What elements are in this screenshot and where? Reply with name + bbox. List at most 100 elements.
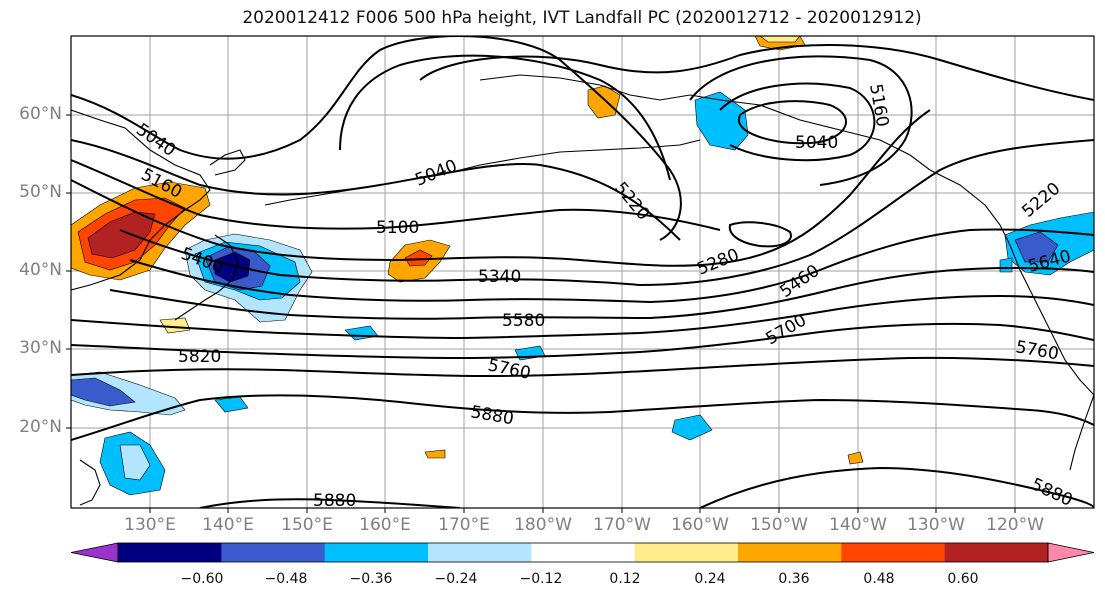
colorbar-tick-label: −0.48 xyxy=(264,571,308,587)
lat-label-20n: 20°N xyxy=(19,417,62,437)
height-contours xyxy=(71,36,1094,508)
ivt-shading xyxy=(71,36,1094,496)
lon-label: 180°W xyxy=(514,515,572,535)
lat-label-50n: 50°N xyxy=(19,182,62,202)
lon-label: 160°E xyxy=(359,515,411,535)
contour-label: 5460 xyxy=(776,261,823,302)
contour-label: 5220 xyxy=(1018,179,1064,222)
contour-line xyxy=(71,294,1094,340)
contour-label: 5880 xyxy=(313,491,356,511)
colorbar-bin xyxy=(221,543,326,562)
colorbar-bin xyxy=(428,543,532,562)
lon-label: 140°W xyxy=(829,515,887,535)
colorbar-tick-label: 0.36 xyxy=(778,571,810,587)
lon-label: 150°E xyxy=(281,515,333,535)
colorbar-tick-label: 0.12 xyxy=(609,571,641,587)
colorbar-tick-label: −0.60 xyxy=(180,571,224,587)
contour-line xyxy=(71,159,721,231)
lat-label-60n: 60°N xyxy=(19,104,62,124)
contour-label: 5880 xyxy=(1028,474,1076,510)
contour-label: 5580 xyxy=(502,311,545,331)
colorbar-bin xyxy=(841,543,946,562)
lon-label: 170°E xyxy=(438,515,490,535)
contour-line xyxy=(71,139,681,241)
ivt-cell xyxy=(344,325,379,341)
lon-label: 130°W xyxy=(907,515,965,535)
ivt-light-philippines xyxy=(119,444,151,481)
contour-line xyxy=(339,54,671,181)
colorbar-bin xyxy=(118,543,222,562)
contour-label: 5100 xyxy=(376,218,419,238)
contour-label: 5760 xyxy=(486,355,532,384)
contour-label: 5040 xyxy=(412,156,460,191)
contour-line xyxy=(71,109,931,267)
ivt-cell xyxy=(847,451,864,465)
coast-alaska xyxy=(479,74,1094,396)
colorbar-tick-label: 0.48 xyxy=(863,571,895,587)
contour-label: 5220 xyxy=(610,178,653,224)
colorbar-bin xyxy=(324,543,429,562)
contour-label: 5280 xyxy=(694,245,742,280)
colorbar-bin xyxy=(634,543,739,562)
contour-line xyxy=(71,36,682,241)
lon-label: 120°W xyxy=(986,515,1044,535)
colorbar xyxy=(70,542,1095,563)
ivt-mid-southwest xyxy=(71,377,136,407)
contour-label: 5340 xyxy=(478,267,521,287)
colorbar-tick-label: −0.24 xyxy=(434,571,478,587)
ivt-strong-california xyxy=(1014,231,1059,263)
colorbar-bin xyxy=(738,543,842,562)
colorbar-tick-label: −0.36 xyxy=(349,571,393,587)
map-title: 2020012412 F006 500 hPa height, IVT Land… xyxy=(242,8,922,28)
coast-philippines xyxy=(79,459,101,506)
contour-label: 5880 xyxy=(469,402,515,429)
colorbar-bin xyxy=(531,543,636,562)
ivt-cell xyxy=(759,36,801,43)
colorbar-extend-high xyxy=(1047,542,1095,563)
ivt-cell xyxy=(671,414,713,441)
contour-line xyxy=(71,356,1094,378)
colorbar-tick-label: −0.12 xyxy=(519,571,563,587)
contour-line xyxy=(109,266,1094,320)
lon-label: 140°E xyxy=(202,515,254,535)
contour-line xyxy=(689,55,913,186)
coast-mexico xyxy=(1069,394,1094,471)
map-frame xyxy=(70,35,1095,509)
lat-label-40n: 40°N xyxy=(19,260,62,280)
ivt-cell xyxy=(214,396,249,413)
colorbar-tick-label: 0.24 xyxy=(694,571,726,587)
contour-label: 5160 xyxy=(865,82,892,128)
contour-line xyxy=(699,466,1094,508)
contour-line xyxy=(129,228,1094,304)
contour-line xyxy=(71,322,1094,360)
ivt-cell xyxy=(999,257,1013,273)
contour-line xyxy=(728,221,792,248)
lon-label: 160°W xyxy=(671,515,729,535)
ivt-negative-gulf xyxy=(694,91,749,151)
colorbar-bin xyxy=(944,543,1049,562)
colorbar-outline xyxy=(117,542,1049,563)
contour-label: 5040 xyxy=(132,120,179,161)
coast-kamchatka xyxy=(209,149,246,176)
lon-label: 130°E xyxy=(124,515,176,535)
coast-asia xyxy=(71,109,211,291)
ivt-core-midpacific xyxy=(404,249,433,267)
colorbar-extend-low xyxy=(70,542,119,563)
contour-label: 5820 xyxy=(178,347,221,367)
ivt-core-kuroshio xyxy=(214,251,251,283)
colorbar-tick-label: 0.60 xyxy=(947,571,979,587)
contour-line xyxy=(419,44,1094,101)
contour-line xyxy=(737,100,847,145)
ivt-cell xyxy=(424,449,446,459)
contour-line xyxy=(719,82,876,162)
contour-label: 5040 xyxy=(795,133,838,153)
contour-label: 5700 xyxy=(763,310,810,349)
contour-line xyxy=(199,498,461,508)
axis-ticks xyxy=(66,114,1016,513)
ivt-positive-alaska xyxy=(587,85,621,119)
lon-label: 150°W xyxy=(750,515,808,535)
lat-label-30n: 30°N xyxy=(19,338,62,358)
contour-line xyxy=(71,394,1094,441)
contour-line xyxy=(119,139,1094,287)
